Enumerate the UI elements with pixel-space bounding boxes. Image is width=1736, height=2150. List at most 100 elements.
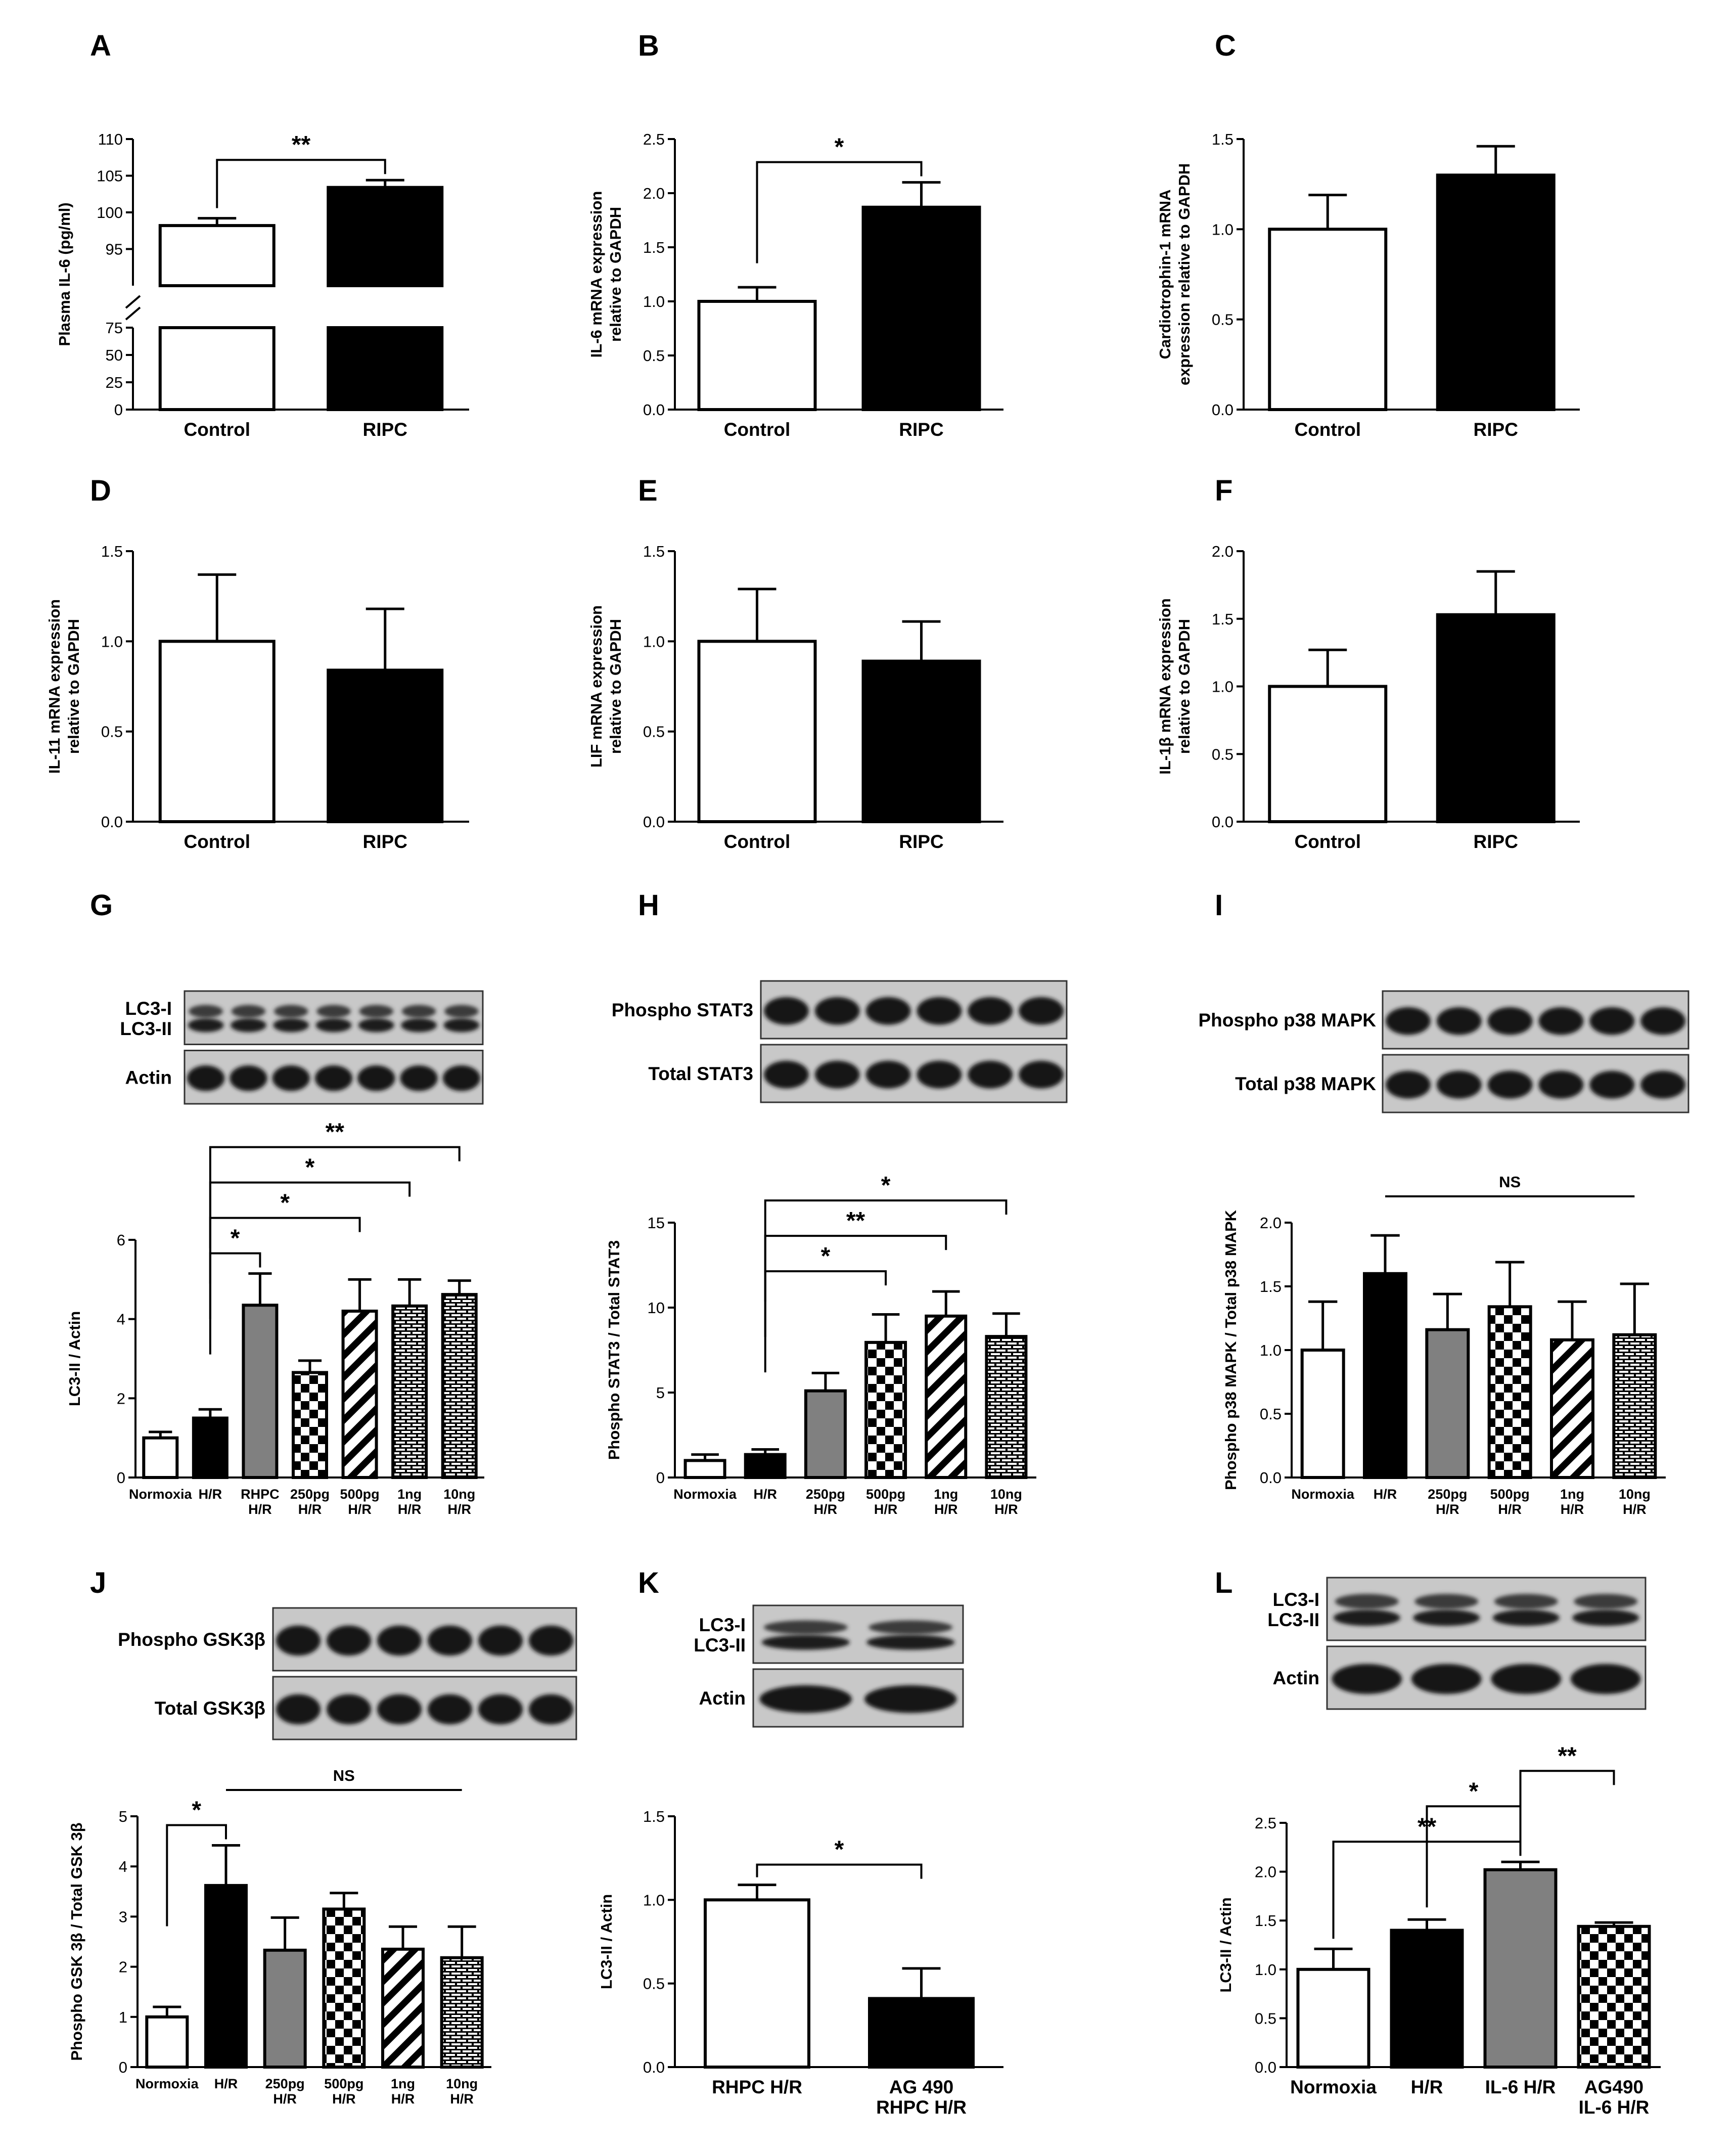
bar: [381, 1947, 425, 2069]
blot-band: [478, 1625, 523, 1656]
x-category-label: IL-6 H/R: [1485, 2077, 1556, 2097]
y-tick-label: 25: [106, 374, 123, 391]
y-tick-label: 110: [98, 130, 123, 148]
bars: [697, 588, 981, 824]
blot-band: [428, 1694, 472, 1725]
blot-band: [478, 1694, 523, 1725]
blot-band: [1386, 1007, 1431, 1035]
x-categories: Control RIPC: [1294, 419, 1518, 440]
x-category-label: 1ng: [1560, 1487, 1584, 1502]
bar: [1300, 1349, 1345, 1479]
bracket-line: [209, 1146, 461, 1248]
significance-label: *: [835, 1837, 844, 1863]
x-category-label: 500pg: [866, 1487, 905, 1502]
blot-band: [1574, 1594, 1638, 1609]
x-category-label: Control: [184, 419, 250, 440]
y-axis-label: relative to GAPDH: [65, 619, 82, 754]
x-category-label: RHPC H/R: [712, 2077, 802, 2097]
x-category-label: H/R: [273, 2091, 297, 2107]
x-category-label: H/R: [934, 1502, 958, 1517]
blot-band: [1494, 1594, 1558, 1609]
x-category-label: 10ng: [990, 1487, 1022, 1502]
y-axis: 0.0 0.5 1.0 1.5: [101, 543, 134, 831]
y-tick-label: 1.5: [643, 239, 665, 256]
blot-band: [314, 1065, 353, 1091]
bracket-line: [1519, 1770, 1615, 1852]
y-axis: 0.0 0.5 1.0 1.5 2.0: [1212, 543, 1245, 831]
bars: [697, 181, 981, 411]
x-category-label: Normoxia: [129, 1487, 193, 1502]
panel-label: B: [638, 29, 659, 62]
bar: [697, 640, 817, 824]
y-tick-label: 0: [114, 401, 123, 419]
blot-band: [1413, 1609, 1480, 1626]
y-axis: 0.0 0.5 1.0 1.5 2.0: [1260, 1214, 1293, 1487]
significance-label: *: [280, 1190, 290, 1217]
blot-band: [761, 1635, 850, 1650]
y-tick-label: 1.5: [1255, 1912, 1276, 1930]
x-category-label: H/R: [450, 2091, 474, 2107]
panel-a: A 0 25 50 75 95 100 105 110 Plasma IL-6 (pg/ml) Co…: [56, 29, 469, 440]
bracket-line: [209, 1181, 411, 1284]
x-category-label: H/R: [814, 1502, 838, 1517]
panel-label: J: [90, 1566, 106, 1599]
significance-label: **: [846, 1207, 865, 1234]
blot-band: [1333, 1609, 1400, 1626]
y-tick-label: 1.0: [643, 633, 665, 650]
bar: [441, 1293, 478, 1480]
x-categories: Control RIPC: [184, 419, 407, 440]
x-category-label: 250pg: [806, 1487, 845, 1502]
bars: [1296, 1860, 1651, 2069]
y-axis-label: LC3-II / Actin: [66, 1311, 83, 1406]
x-category-label: 250pg: [1428, 1487, 1467, 1502]
blot-band: [189, 1005, 223, 1018]
significance: * NS: [166, 1767, 462, 1927]
blot-strip: [760, 980, 1068, 1040]
y-tick-label: 4: [117, 1311, 125, 1328]
x-categories: Normoxia H/R RHPCH/R250pgH/R500pgH/R1ngH/R…: [129, 1487, 475, 1517]
blot-row-1: Actin: [699, 1668, 964, 1728]
y-axis-label: Phospho GSK 3β / Total GSK 3β: [68, 1822, 85, 2061]
y-tick-label: 0.0: [1255, 2058, 1276, 2076]
blot-label: LC3-II: [694, 1635, 746, 1655]
x-category-label: H/R: [1561, 1502, 1584, 1517]
bar: [142, 1436, 179, 1480]
bar: [391, 1304, 428, 1479]
bar: [440, 1956, 484, 2069]
y-tick-label: 1.5: [643, 543, 665, 560]
x-category-label: 500pg: [324, 2076, 363, 2091]
blot-label: LC3-II: [120, 1018, 172, 1039]
bar: [292, 1371, 328, 1480]
y-axis: 0.0 0.5 1.0 1.5 2.0 2.5: [1255, 1814, 1288, 2076]
x-category-label: H/R: [447, 1502, 471, 1517]
blot-label: LC3-I: [1273, 1589, 1320, 1610]
blot-label: Actin: [699, 1688, 746, 1709]
blot-band: [764, 997, 809, 1025]
y-tick-label: 0.0: [643, 401, 665, 419]
y-tick-label: 75: [106, 319, 123, 337]
blot-row-1: Total GSK3β: [155, 1676, 577, 1740]
blot-strip: [272, 1676, 577, 1740]
y-tick-label: 0.5: [643, 1975, 665, 1993]
bar: [804, 1389, 847, 1479]
y-axis-label: relative to GAPDH: [607, 207, 624, 342]
y-tick-label: 1.5: [1212, 130, 1234, 148]
ns-label: NS: [333, 1767, 355, 1784]
x-category-label: Normoxia: [1291, 1487, 1355, 1502]
y-tick-label: 2.0: [1260, 1214, 1282, 1232]
significance: *****: [209, 1119, 461, 1355]
significance-label: **: [1558, 1742, 1577, 1769]
bar: [985, 1335, 1028, 1480]
y-tick-label: 2.0: [1255, 1863, 1276, 1881]
western-blot: Phospho GSK3β Total GSK3β: [118, 1607, 577, 1740]
significance-bracket: *: [764, 1172, 1008, 1302]
x-categories: Control RIPC: [724, 831, 944, 852]
panel-label: E: [638, 474, 658, 507]
bar: [1487, 1305, 1532, 1480]
blot-band: [400, 1065, 438, 1091]
